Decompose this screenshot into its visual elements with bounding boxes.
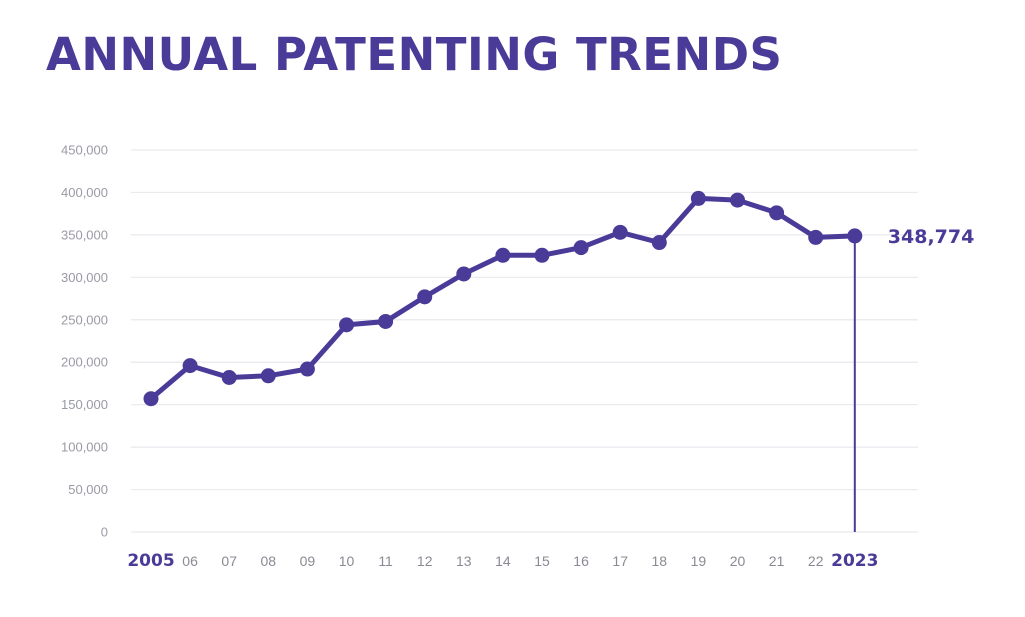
data-point — [573, 240, 589, 256]
x-tick-label: 07 — [221, 553, 237, 569]
series-line-group — [148, 195, 858, 402]
x-axis-tick-labels: 2005 06 07 08 09 10 11 12 13 14 15 16 17 18 19 20 21 22 20… — [127, 551, 878, 571]
data-label-2023: 348,774 — [888, 226, 975, 248]
data-point — [730, 192, 745, 208]
x-tick-label: 14 — [495, 553, 511, 569]
data-point — [260, 368, 276, 384]
data-point — [143, 391, 159, 407]
data-point — [378, 313, 394, 329]
y-axis-tick-labels: 0 50,000 100,000 150,000 200,000 250,000 300,0… — [61, 143, 108, 540]
x-tick-label: 21 — [769, 553, 785, 569]
data-point — [612, 224, 628, 240]
data-point — [690, 190, 706, 206]
x-tick-label: 18 — [652, 553, 668, 569]
x-tick-label: 2023 — [831, 551, 878, 571]
y-tick-label: 200,000 — [61, 355, 108, 370]
data-point — [534, 247, 550, 263]
data-point — [299, 361, 315, 377]
data-point — [769, 205, 785, 221]
y-tick-label: 50,000 — [68, 482, 108, 497]
y-tick-label: 400,000 — [61, 185, 108, 200]
gridlines — [131, 149, 918, 533]
data-points — [143, 190, 863, 407]
x-tick-label: 2005 — [127, 551, 174, 571]
x-tick-label: 19 — [691, 553, 707, 569]
y-tick-label: 150,000 — [61, 397, 108, 412]
x-tick-label: 17 — [612, 553, 628, 569]
data-labels: 348,774 — [888, 226, 975, 248]
x-tick-label: 13 — [456, 553, 472, 569]
x-tick-label: 16 — [573, 553, 589, 569]
x-tick-label: 10 — [339, 553, 355, 569]
y-tick-label: 350,000 — [61, 227, 108, 242]
x-tick-label: 11 — [378, 553, 393, 569]
y-tick-label: 250,000 — [61, 312, 108, 327]
y-tick-label: 450,000 — [61, 143, 108, 158]
chart-title: ANNUAL PATENTING TRENDS — [46, 28, 783, 81]
x-tick-label: 12 — [417, 553, 433, 569]
data-point — [651, 235, 667, 251]
x-tick-label: 08 — [261, 553, 277, 569]
y-tick-label: 0 — [101, 525, 108, 540]
x-tick-label: 20 — [730, 553, 746, 569]
data-point — [339, 317, 354, 333]
x-tick-label: 06 — [182, 553, 198, 569]
series-line — [148, 195, 858, 402]
data-point — [417, 289, 433, 305]
data-point — [221, 370, 237, 386]
data-point — [847, 228, 863, 244]
x-tick-label: 09 — [300, 553, 316, 569]
data-point — [182, 358, 198, 374]
data-point — [456, 266, 472, 282]
x-tick-label: 22 — [808, 553, 824, 569]
data-point — [495, 247, 511, 263]
y-tick-label: 300,000 — [61, 270, 108, 285]
data-point — [808, 229, 824, 245]
y-tick-label: 100,000 — [61, 440, 108, 455]
x-tick-label: 15 — [534, 553, 550, 569]
